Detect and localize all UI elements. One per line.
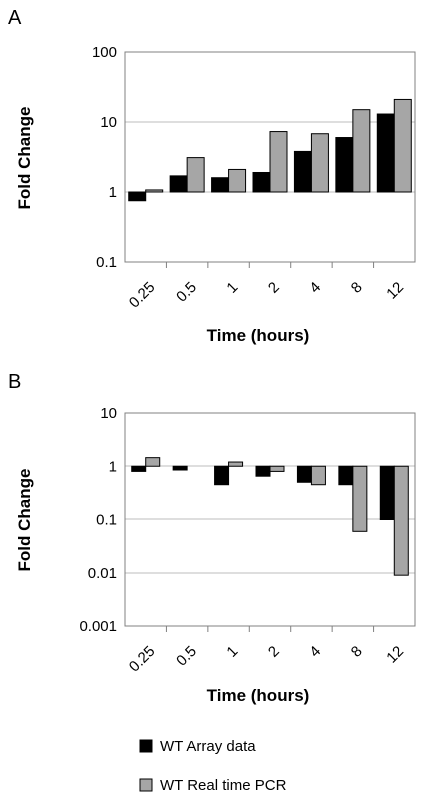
chart-b-bar-pcr — [228, 461, 244, 467]
legend-pcr-label: WT Real time PCR — [160, 777, 287, 794]
chart-a-bar-pcr — [310, 133, 329, 193]
chart-b-bar-array — [131, 465, 147, 472]
chart-a-plot-frame — [124, 51, 416, 263]
chart-a-bar-pcr — [145, 189, 164, 193]
chart-b-bars — [131, 457, 409, 576]
chart-b-bar-array — [338, 465, 354, 486]
legend: WT Array data WT Real time PCR — [139, 738, 287, 794]
panel-b-label: B — [8, 371, 21, 393]
chart-b-bar-pcr — [393, 465, 409, 576]
chart-a-x-tick-label: 1 — [223, 279, 241, 297]
chart-a-bar-pcr — [393, 98, 412, 193]
chart-b-y-tick-labels: 10 1 0.1 0.01 0.001 — [79, 405, 117, 635]
chart-b-bar-pcr — [310, 465, 326, 486]
chart-a-bar-array — [252, 171, 271, 193]
chart-a-x-tick-label: 12 — [383, 279, 407, 303]
chart-a-bar-pcr — [228, 168, 247, 193]
chart-b-x-tick-labels: 0.25 0.5 1 2 4 8 12 — [126, 643, 407, 676]
chart-a-bar-array — [293, 150, 312, 193]
chart-b-x-tick-label: 2 — [265, 643, 283, 661]
chart-b-x-tick-label: 1 — [223, 643, 241, 661]
chart-a-x-axis-title: Time (hours) — [207, 326, 310, 345]
chart-a-bar-array — [376, 113, 395, 193]
chart-a-bar-array — [335, 137, 354, 193]
chart-b-bar-array — [214, 465, 230, 486]
chart-b-y-axis-title: Fold Change — [15, 469, 34, 572]
chart-b-y-tick-label: 10 — [100, 405, 117, 422]
chart-a-bar-array — [211, 177, 230, 193]
chart-a-y-tick-labels: 100 10 1 0.1 — [92, 44, 117, 271]
chart-b-y-tick-label: 0.1 — [96, 512, 117, 529]
chart-a-y-tick-label: 10 — [100, 114, 117, 131]
chart-b-bar-array — [379, 465, 395, 520]
chart-b-x-tick-label: 0.5 — [173, 643, 200, 670]
chart-b-bar-array — [296, 465, 312, 483]
chart-a-x-tick-label: 2 — [265, 279, 283, 297]
chart-a-y-tick-label: 0.1 — [96, 254, 117, 271]
chart-a-y-axis-title: Fold Change — [15, 107, 34, 210]
chart-b-x-tick-label: 4 — [306, 643, 324, 661]
chart-b-ticks — [165, 626, 375, 632]
chart-b-x-tick-label: 0.25 — [126, 643, 159, 676]
legend-array-swatch — [139, 739, 153, 753]
chart-b-bar-array — [172, 465, 188, 471]
chart-b-bar-array — [255, 465, 271, 477]
chart-b-y-tick-label: 1 — [109, 458, 117, 475]
chart-a-ticks — [165, 262, 375, 268]
chart-a-y-tick-label: 100 — [92, 44, 117, 61]
chart-b-plot-frame — [124, 412, 416, 627]
chart-a-bar-pcr — [269, 131, 288, 193]
chart-a-bar-pcr — [352, 109, 371, 193]
legend-pcr-swatch — [139, 778, 153, 792]
chart-a-x-tick-label: 0.25 — [126, 279, 159, 312]
chart-a-bar-array — [169, 175, 188, 193]
chart-b-x-axis-title: Time (hours) — [207, 686, 310, 705]
panel-a-label: A — [8, 7, 22, 29]
chart-a-bars — [128, 98, 412, 202]
chart-b-x-tick-label: 12 — [383, 643, 407, 667]
chart-a-x-tick-label: 4 — [306, 279, 324, 297]
chart-a-x-tick-label: 8 — [348, 279, 366, 297]
chart-b-bar-pcr — [352, 465, 368, 532]
chart-b-y-tick-label: 0.01 — [88, 565, 117, 582]
chart-a-bar-array — [128, 191, 147, 202]
chart-a-x-tick-label: 0.5 — [173, 279, 200, 306]
chart-b-bar-pcr — [269, 465, 285, 472]
chart-a-x-tick-labels: 0.25 0.5 1 2 4 8 12 — [126, 279, 407, 312]
chart-b-x-tick-label: 8 — [348, 643, 366, 661]
chart-a-bar-pcr — [186, 157, 205, 193]
legend-array-label: WT Array data — [160, 738, 256, 755]
chart-a-y-tick-label: 1 — [109, 184, 117, 201]
chart-b-bar-pcr — [145, 457, 161, 467]
chart-b-y-tick-label: 0.001 — [79, 618, 117, 635]
